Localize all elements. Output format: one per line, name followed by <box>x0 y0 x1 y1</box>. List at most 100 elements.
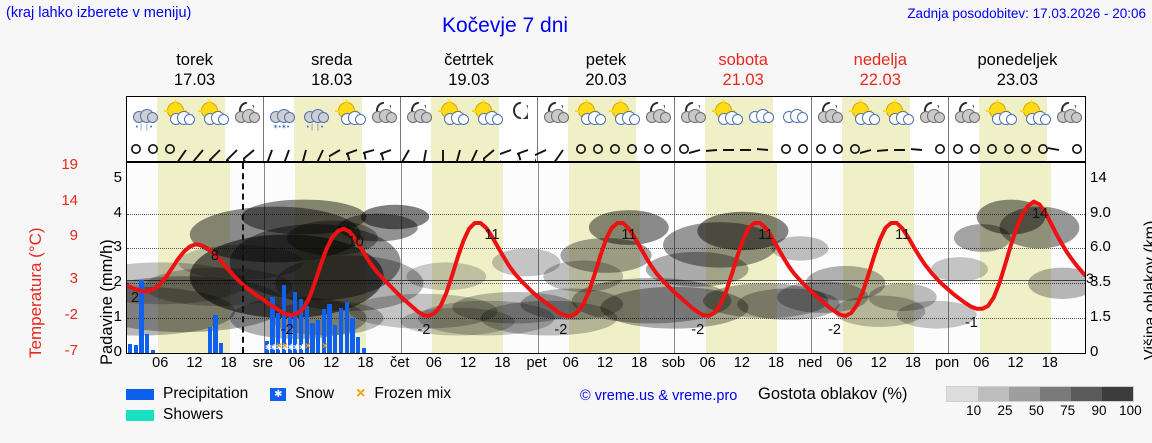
weather-icon-sun-cloud <box>332 98 366 134</box>
weather-icon-sun-cloud <box>846 98 880 134</box>
wind-barb-calm-icon <box>606 135 623 162</box>
temperature-tick: 19 <box>61 155 78 173</box>
day-header-torek: torek 17.03 <box>126 50 263 92</box>
temperature-value-label: 11 <box>758 227 774 243</box>
temperature-tick: -2 <box>64 305 78 323</box>
time-tick: 18 <box>357 355 374 371</box>
weather-icon-sun-cloud <box>983 98 1017 134</box>
snow-icon: ✱ <box>270 387 287 401</box>
current-time-marker <box>241 163 244 353</box>
wind-barb-icon <box>688 135 709 162</box>
wind-barb-calm-icon <box>949 135 966 162</box>
rain-icon: •❘❘• <box>306 124 324 131</box>
day-separator <box>948 163 950 353</box>
legend-label-showers: Showers <box>163 406 224 423</box>
wind-barb-calm-icon <box>794 135 811 162</box>
precipitation-tick: 3 <box>113 238 122 256</box>
weather-icon-moon-cloud <box>229 98 263 134</box>
daylight-band <box>705 163 778 353</box>
cloud-icon <box>169 111 195 125</box>
cloud-height-tick: 1.5 <box>1090 308 1111 326</box>
cloud-icon <box>854 111 880 125</box>
rain-icon: •❘❘• <box>135 124 153 131</box>
wind-barb-row <box>812 135 948 162</box>
cloud-icon <box>372 109 397 123</box>
temperature-value-label: -2 <box>828 321 841 338</box>
legend-item-snow: ✱ Snow <box>270 385 334 403</box>
cloud-icon <box>955 109 980 123</box>
temperature-value-label: 2 <box>131 290 140 307</box>
precipitation-bar <box>344 302 349 353</box>
wind-barb-icon <box>552 135 572 163</box>
daylight-band <box>979 163 1051 353</box>
cloud-icon <box>235 109 260 123</box>
temperature-value-label: 10 <box>347 234 364 251</box>
wind-barb-calm-icon <box>777 135 794 162</box>
time-tick: pon <box>935 355 960 371</box>
precipitation-bar <box>270 297 275 353</box>
weather-icon-rain-cloud: •❘❘• <box>127 98 161 134</box>
wind-barb-calm-icon <box>1034 135 1051 162</box>
weather-icons-row <box>538 98 674 134</box>
wind-barb-row <box>675 135 811 162</box>
wind-barb-calm-icon <box>812 135 829 162</box>
cloud-height-tick: 9.0 <box>1090 203 1111 221</box>
colorbar-tick: 90 <box>1091 403 1107 418</box>
wind-barb-calm-icon <box>589 135 606 162</box>
frozen-mix-marker: × <box>276 341 283 352</box>
wind-barb-icon <box>756 135 777 162</box>
day-header-sobota: sobota 21.03 <box>675 50 812 92</box>
cloud-icon <box>991 111 1017 125</box>
copyright-link[interactable]: © vreme.us & vreme.pro <box>580 388 738 404</box>
frozen-mix-icon: × <box>356 385 366 402</box>
time-tick: sre <box>252 355 273 371</box>
temperature-value-label: 11 <box>895 227 911 243</box>
time-tick: 12 <box>186 355 203 371</box>
snow-marker: ✱ <box>293 343 301 352</box>
precipitation-bar <box>350 318 355 353</box>
wind-barb-icon <box>499 135 520 162</box>
strip-day-nedelja <box>812 97 949 161</box>
day-separator <box>400 163 402 353</box>
day-name: nedelja <box>853 51 907 69</box>
cloud-density-heatmap <box>127 199 1085 339</box>
wind-barb-icon <box>910 135 931 162</box>
precipitation-bar <box>304 305 309 353</box>
precipitation-bar <box>127 344 133 353</box>
weather-icons-row: •❘❘• <box>127 98 263 134</box>
day-separator <box>537 163 539 353</box>
wind-barb-icon <box>242 135 263 163</box>
time-tick: 12 <box>733 355 750 371</box>
temperature-reference-line <box>127 280 1085 282</box>
cloud-icon <box>681 109 706 123</box>
gridline <box>127 213 1085 215</box>
strip-day-torek: •❘❘• <box>127 97 264 163</box>
time-tick: 18 <box>494 355 511 371</box>
temperature-axis-ticks: 19 14 9 3 -2 -7 <box>36 156 78 360</box>
weather-icon-moon-cloud <box>366 98 400 134</box>
cloud-icon <box>544 109 569 123</box>
wind-barb-row <box>127 135 263 163</box>
weather-icon-moon-cloud <box>1051 98 1085 134</box>
wind-barb-icon <box>469 135 486 163</box>
colorbar-tick: 100 <box>1119 403 1142 418</box>
weather-icon-sun-cloud <box>606 98 640 134</box>
temperature-value-label: 11 <box>484 227 500 243</box>
legend: Precipitation ✱ Snow × Frozen mix Shower… <box>126 383 686 441</box>
temperature-value-label: -2 <box>691 321 705 338</box>
time-tick: 06 <box>973 355 990 371</box>
day-name: torek <box>176 51 213 69</box>
day-header-sreda: sreda 18.03 <box>263 50 400 92</box>
time-tick: 12 <box>596 355 614 371</box>
daylight-band <box>432 163 504 353</box>
weather-icon-sun-cloud <box>161 98 195 134</box>
precipitation-bar <box>264 340 269 353</box>
wind-barb-calm-icon <box>1068 135 1085 162</box>
precipitation-bar <box>316 319 321 353</box>
legend-item-frozen-mix: × Frozen mix <box>356 385 451 403</box>
wind-barb-calm-icon <box>161 135 178 162</box>
strip-day-ponedeljek <box>949 97 1085 161</box>
moon-icon <box>513 102 528 119</box>
weather-icon-sun-cloud <box>709 98 743 134</box>
cloud-height-axis-ticks: 14 9.0 6.0 3.5 1.5 0 3 <box>1086 160 1124 360</box>
